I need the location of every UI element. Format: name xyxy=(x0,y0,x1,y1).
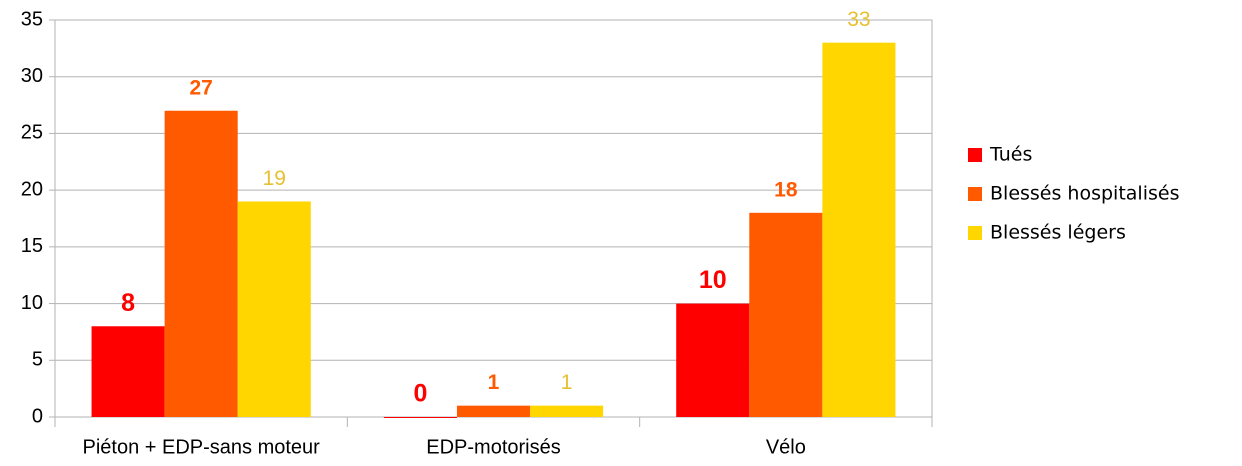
bar xyxy=(164,110,238,417)
bar xyxy=(822,42,896,417)
value-label: 10 xyxy=(699,266,727,294)
y-tick-label: 15 xyxy=(21,235,43,257)
y-tick-label: 0 xyxy=(32,405,43,427)
value-label: 1 xyxy=(561,371,573,394)
legend-swatch xyxy=(968,187,982,201)
y-tick-label: 10 xyxy=(21,292,43,314)
legend-swatch xyxy=(968,148,982,162)
bar xyxy=(749,212,823,417)
y-tick-label: 20 xyxy=(21,178,43,200)
legend-label: Blessés hospitalisés xyxy=(990,183,1179,205)
value-label: 18 xyxy=(774,178,798,201)
bar xyxy=(456,405,531,417)
y-tick-label: 35 xyxy=(21,8,43,30)
legend-label: Blessés légers xyxy=(990,222,1126,244)
bar xyxy=(383,417,457,418)
x-tick-label: Vélo xyxy=(766,436,806,458)
value-label: 33 xyxy=(847,8,870,31)
bar xyxy=(530,405,604,417)
value-label: 1 xyxy=(488,371,500,394)
x-tick-label: EDP-motorisés xyxy=(426,436,560,458)
y-tick-label: 5 xyxy=(32,349,43,371)
bar xyxy=(91,326,165,417)
bar xyxy=(676,303,750,417)
value-label: 19 xyxy=(263,167,286,190)
y-tick-label: 25 xyxy=(21,122,43,144)
value-label: 0 xyxy=(413,380,427,408)
legend-swatch xyxy=(968,226,982,240)
bar xyxy=(237,201,311,417)
legend-label: Tués xyxy=(989,144,1032,166)
value-label: 27 xyxy=(189,76,212,99)
y-tick-label: 30 xyxy=(21,65,43,87)
x-tick-label: Piéton + EDP-sans moteur xyxy=(82,436,320,458)
value-label: 8 xyxy=(121,289,135,317)
